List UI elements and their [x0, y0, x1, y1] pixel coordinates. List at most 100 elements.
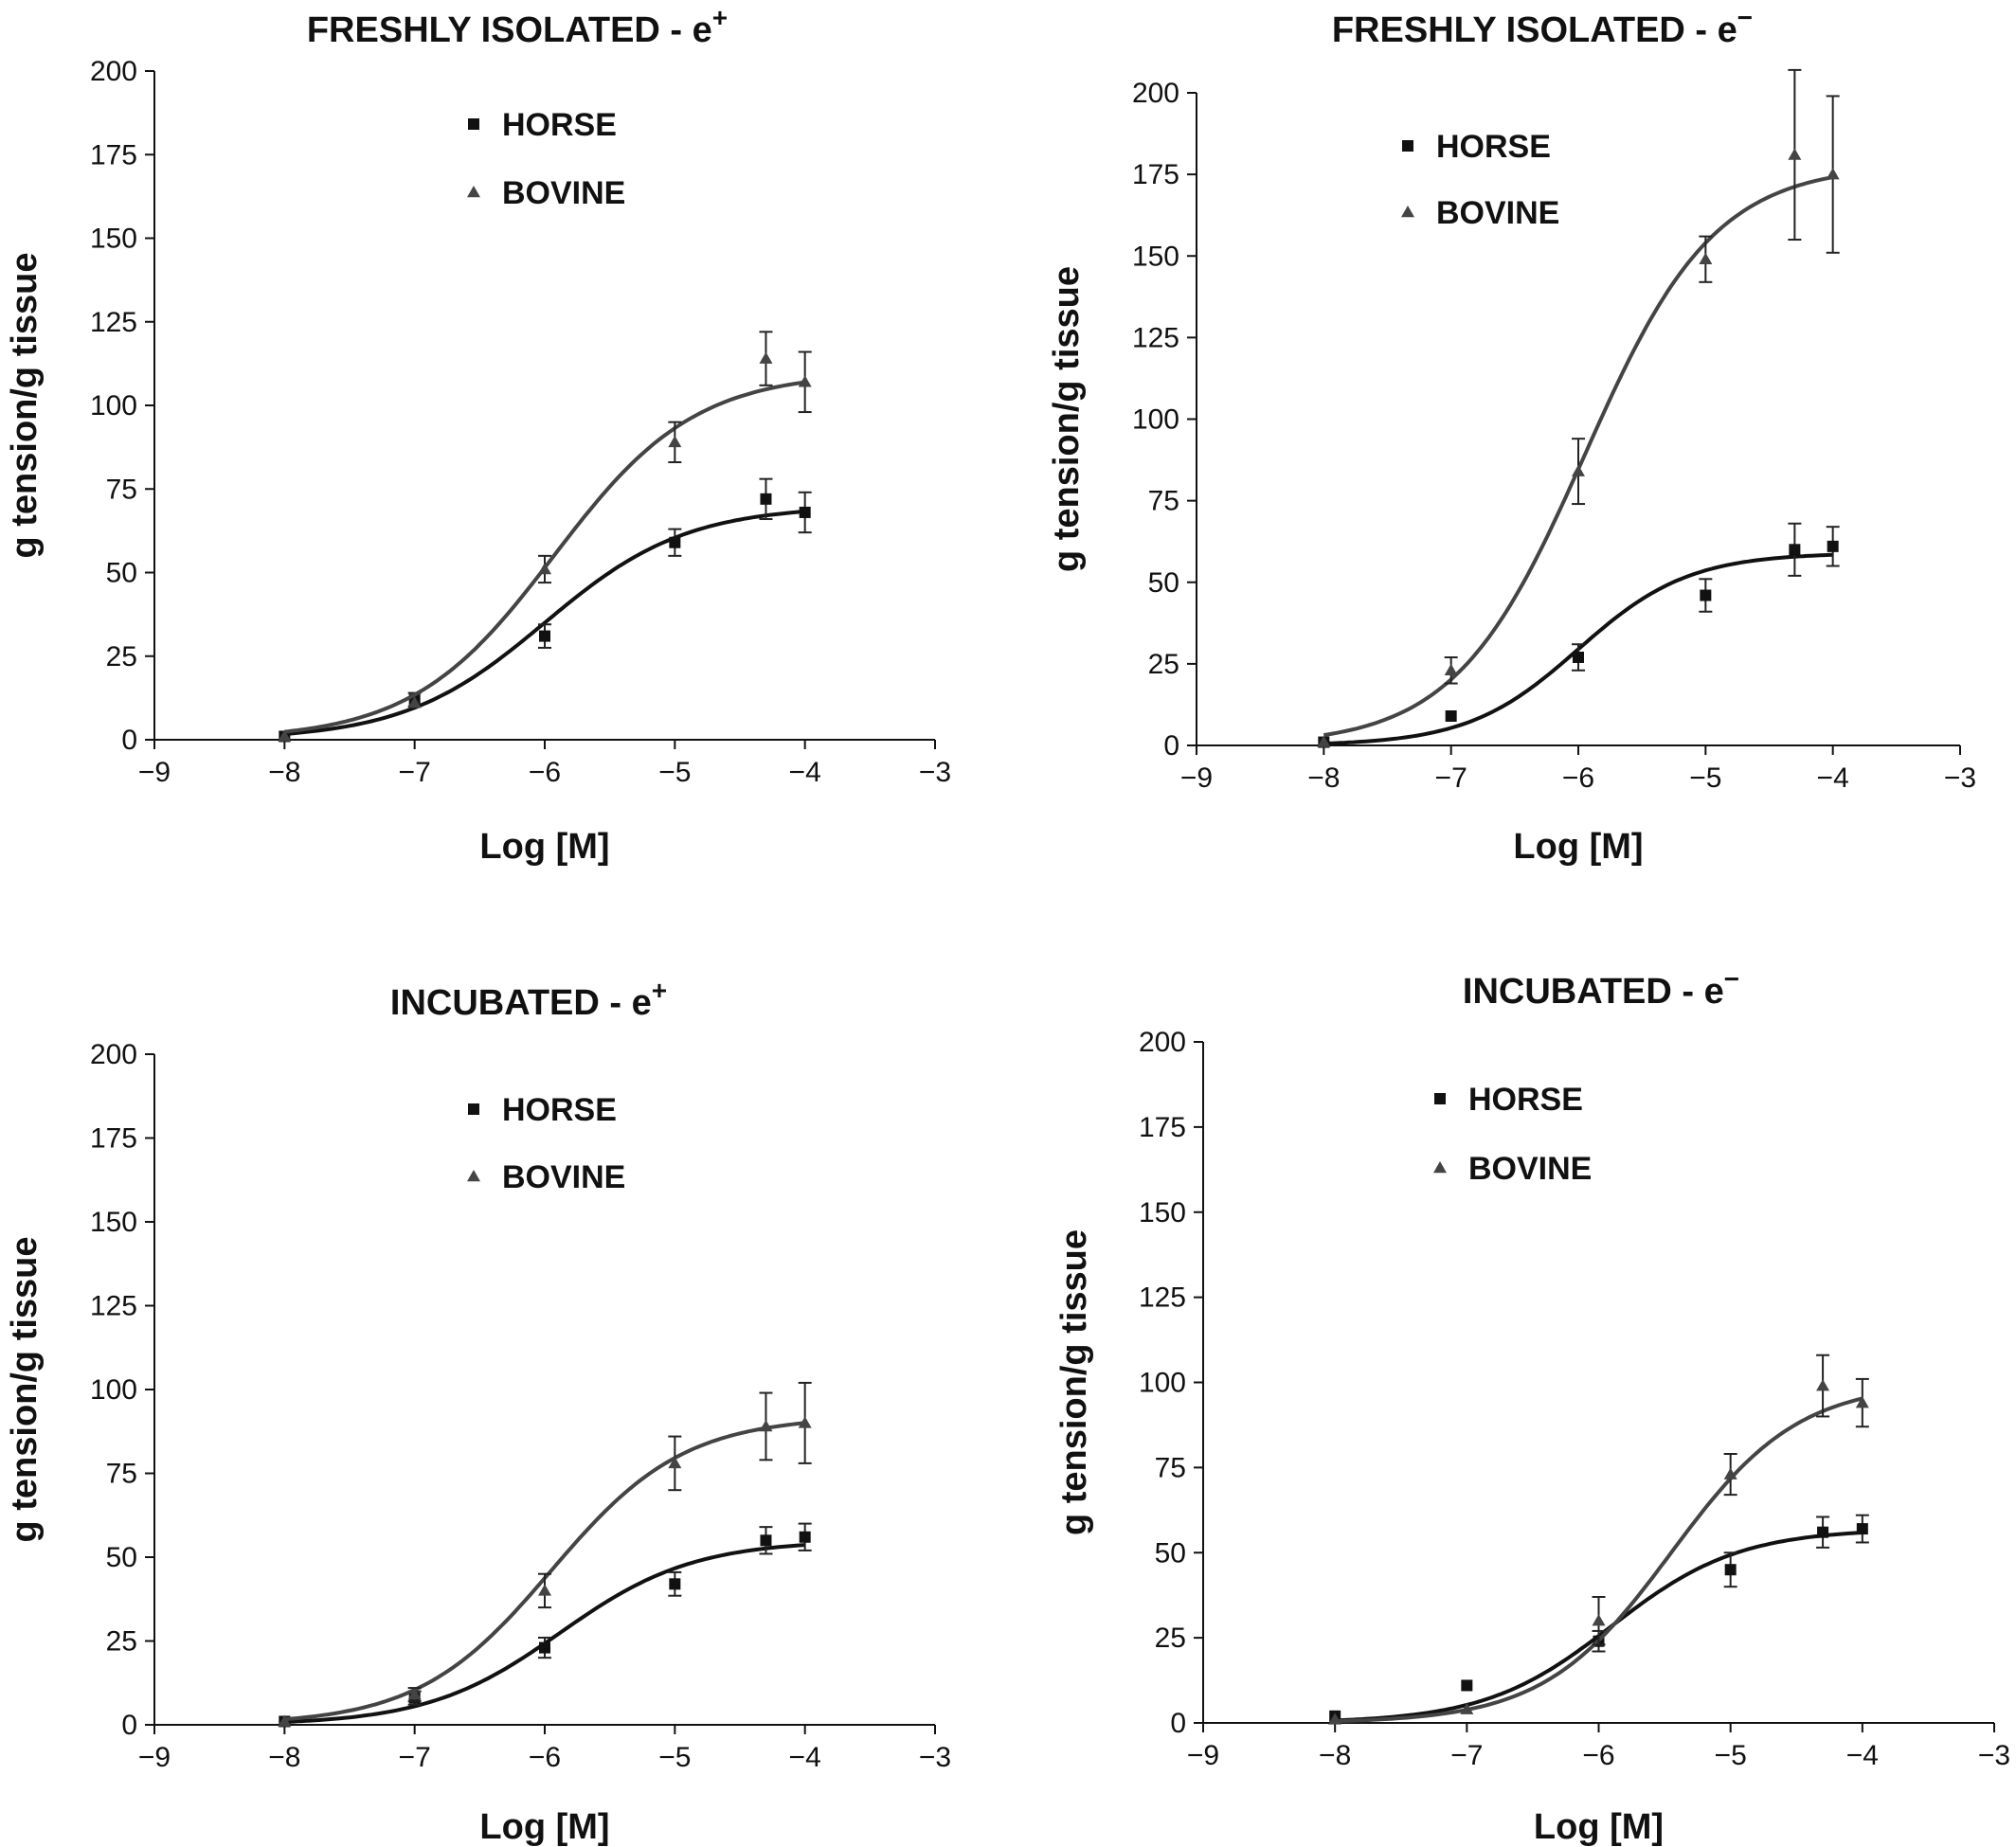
x-axis-label: Log [M]	[479, 1807, 609, 1847]
horse-legend-label: HORSE	[502, 107, 617, 143]
bovine-data-point	[1826, 168, 1840, 180]
y-tick-label: 175	[1139, 1112, 1186, 1143]
horse-data-point	[669, 536, 681, 548]
y-tick-label: 200	[90, 56, 137, 87]
y-tick-label: 75	[106, 474, 137, 505]
y-tick-label: 50	[1148, 567, 1179, 599]
x-tick-label: −7	[1435, 762, 1467, 794]
x-tick-label: −3	[919, 757, 951, 788]
bovine-data-point	[1572, 464, 1585, 476]
bovine-data-point	[1855, 1396, 1869, 1408]
y-tick-label: 150	[1139, 1197, 1186, 1228]
bovine-data-point	[538, 1584, 551, 1596]
y-tick-label: 25	[106, 1626, 137, 1658]
bovine-legend-marker	[467, 1170, 480, 1182]
x-tick-label: −5	[658, 757, 691, 788]
y-tick-label: 25	[106, 641, 137, 672]
x-tick-label: −8	[268, 757, 300, 788]
chart-title: FRESHLY ISOLATED - e+	[307, 3, 728, 50]
bovine-legend-marker	[1433, 1161, 1447, 1174]
bovine-data-point	[759, 351, 773, 364]
bovine-legend-marker	[467, 186, 480, 198]
bovine-data-point	[1816, 1379, 1830, 1391]
bovine-data-point	[1699, 252, 1713, 264]
chart-title-main: INCUBATED - e	[1463, 972, 1724, 1012]
y-tick-label: 50	[106, 558, 137, 589]
bovine-legend-marker	[1401, 206, 1414, 218]
bovine-data-point	[1788, 148, 1802, 160]
y-tick-label: 50	[1155, 1537, 1186, 1569]
chart-title-main: FRESHLY ISOLATED - e	[307, 10, 712, 50]
x-tick-label: −6	[1562, 762, 1594, 794]
horse-data-point	[1445, 709, 1457, 722]
horse-data-point	[539, 630, 550, 642]
chart-panel: INCUBATED - e− −9 −8 −7 −6 −5 −4 −3 0 25 50 75 100 12…	[1054, 964, 2010, 1847]
horse-legend-label: HORSE	[502, 1092, 617, 1128]
y-axis-label: g tension/g tissue	[5, 1236, 45, 1542]
horse-fit-curve	[284, 510, 805, 736]
horse-data-point	[1573, 651, 1584, 663]
horse-legend-marker	[468, 1103, 479, 1115]
y-tick-label: 125	[1139, 1282, 1186, 1314]
x-tick-label: −9	[138, 1742, 171, 1773]
bovine-legend-label: BOVINE	[1436, 195, 1559, 231]
horse-legend-label: HORSE	[1436, 129, 1551, 165]
horse-legend-marker	[1402, 140, 1413, 152]
x-tick-label: −9	[1180, 762, 1213, 794]
x-tick-label: −4	[1846, 1740, 1879, 1771]
bovine-data-point	[407, 1688, 422, 1700]
y-tick-label: 125	[1132, 322, 1179, 353]
x-tick-label: −9	[1187, 1740, 1219, 1771]
y-tick-label: 50	[106, 1542, 137, 1573]
y-axis-label: g tension/g tissue	[1047, 266, 1087, 572]
y-tick-label: 75	[106, 1459, 137, 1490]
x-axis-label: Log [M]	[1534, 1807, 1664, 1847]
x-tick-label: −5	[1689, 762, 1721, 794]
x-tick-label: −4	[1817, 762, 1849, 794]
x-tick-label: −7	[399, 1742, 431, 1773]
bovine-legend-label: BOVINE	[502, 175, 625, 211]
bovine-fit-curve	[284, 1421, 805, 1722]
x-tick-label: −8	[268, 1742, 300, 1773]
y-tick-label: 175	[90, 139, 137, 170]
bovine-data-point	[278, 1714, 292, 1727]
chart-title: INCUBATED - e−	[1463, 964, 1739, 1012]
y-tick-label: 150	[90, 224, 137, 255]
horse-legend-marker	[468, 118, 479, 130]
bovine-data-point	[1460, 1702, 1474, 1714]
y-tick-label: 75	[1148, 486, 1179, 517]
bovine-data-point	[798, 375, 812, 387]
y-tick-label: 200	[90, 1039, 137, 1070]
horse-data-point	[760, 493, 772, 505]
y-tick-label: 100	[1132, 404, 1179, 436]
bovine-data-point	[1317, 735, 1331, 747]
y-tick-label: 150	[1132, 241, 1179, 272]
horse-data-point	[1461, 1679, 1473, 1692]
bovine-legend-label: BOVINE	[502, 1159, 625, 1195]
x-tick-label: −6	[529, 757, 561, 788]
y-tick-label: 100	[1139, 1368, 1186, 1399]
x-tick-label: −5	[1715, 1740, 1747, 1771]
y-axis-label: g tension/g tissue	[1054, 1229, 1094, 1535]
x-axis-label: Log [M]	[1513, 827, 1643, 867]
x-tick-label: −5	[658, 1742, 691, 1773]
bovine-data-point	[278, 729, 292, 742]
x-tick-label: −7	[399, 757, 431, 788]
y-tick-label: 25	[1155, 1623, 1186, 1654]
y-tick-label: 125	[90, 1291, 137, 1322]
bovine-data-point	[1328, 1713, 1342, 1725]
bovine-data-point	[1723, 1467, 1737, 1479]
horse-data-point	[1724, 1564, 1737, 1576]
y-tick-label: 175	[90, 1123, 137, 1155]
y-tick-label: 200	[1132, 78, 1179, 109]
y-tick-label: 0	[121, 1710, 137, 1741]
chart-title-superscript: +	[652, 976, 667, 1005]
chart-title: FRESHLY ISOLATED - e−	[1332, 3, 1753, 50]
x-tick-label: −6	[1582, 1740, 1614, 1771]
y-tick-label: 25	[1148, 649, 1179, 680]
horse-data-point	[1827, 540, 1839, 552]
x-tick-label: −3	[1944, 762, 1976, 794]
horse-data-point	[1700, 589, 1712, 601]
y-tick-label: 100	[90, 390, 137, 421]
bovine-data-point	[407, 696, 422, 708]
